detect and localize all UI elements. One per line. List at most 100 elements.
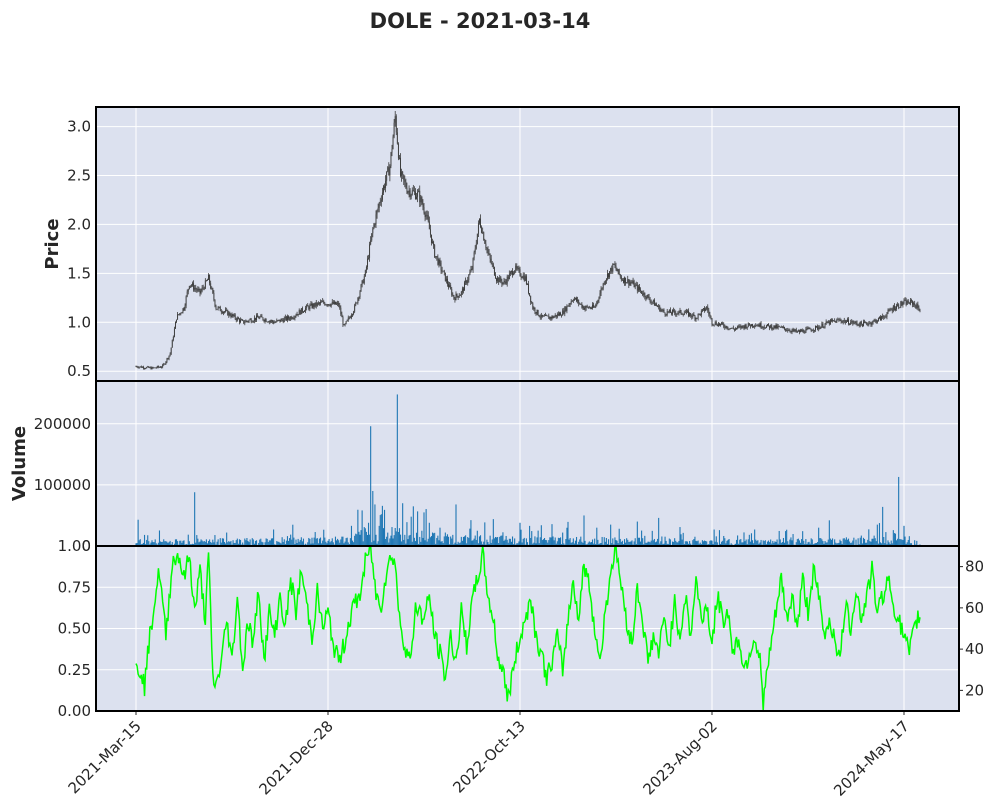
volume-bar xyxy=(541,540,543,546)
candle-body xyxy=(519,269,521,276)
candle-body xyxy=(253,317,255,322)
volume-bar xyxy=(696,541,698,546)
candle-body xyxy=(623,280,624,283)
volume-bar xyxy=(443,536,445,546)
candle-body xyxy=(901,301,903,305)
candle-body xyxy=(364,270,366,277)
candle-body xyxy=(191,285,192,287)
volume-bar xyxy=(311,537,313,546)
volume-bar xyxy=(636,521,638,546)
volume-bar xyxy=(716,542,718,546)
candle-body xyxy=(441,270,443,272)
volume-bar xyxy=(518,541,520,546)
volume-bar xyxy=(442,543,444,546)
volume-bars xyxy=(135,394,921,546)
candle-body xyxy=(338,302,340,306)
candle-body xyxy=(811,330,813,332)
candle-body xyxy=(195,288,197,290)
candle-body xyxy=(740,326,742,328)
candle-body xyxy=(714,322,716,325)
volume-bar xyxy=(363,527,365,546)
candle-body xyxy=(653,300,655,306)
volume-bar xyxy=(573,543,575,546)
volume-bar xyxy=(535,543,537,546)
volume-bar xyxy=(908,536,910,546)
volume-bar xyxy=(417,511,419,546)
candle-body xyxy=(565,307,567,311)
candle-body xyxy=(470,268,472,273)
candle-body xyxy=(496,278,497,282)
candle-body xyxy=(355,302,357,306)
candle-body xyxy=(736,328,737,329)
candle-body xyxy=(820,326,822,329)
candle-body xyxy=(905,299,907,305)
candle-body xyxy=(883,316,885,318)
volume-bar xyxy=(418,543,420,546)
volume-bar xyxy=(701,540,703,546)
candle-body xyxy=(737,326,739,329)
volume-bar xyxy=(739,539,741,546)
candle-body xyxy=(720,323,721,326)
volume-bar xyxy=(362,541,364,546)
volume-bar xyxy=(405,543,407,546)
candle-body xyxy=(765,325,767,328)
volume-bar xyxy=(547,542,549,546)
volume-bar xyxy=(803,540,805,546)
candle-body xyxy=(473,252,475,259)
volume-bar xyxy=(369,534,371,546)
candle-body xyxy=(899,307,901,309)
candle-body xyxy=(161,367,163,368)
volume-bar xyxy=(270,538,273,546)
volume-bar xyxy=(884,543,886,546)
volume-bar xyxy=(364,528,366,546)
candle-body xyxy=(265,319,267,322)
candle-body xyxy=(428,221,430,230)
volume-bar xyxy=(910,543,913,546)
candle-body xyxy=(674,310,676,313)
candle-body xyxy=(323,301,325,304)
candle-body xyxy=(399,157,400,159)
candle-body xyxy=(385,180,387,188)
volume-bar xyxy=(878,523,881,546)
candle-body xyxy=(151,367,153,370)
candle-body xyxy=(839,319,841,321)
candle-body xyxy=(284,316,286,319)
candle-body xyxy=(383,186,384,193)
candle-body xyxy=(458,295,460,298)
candle-body xyxy=(635,284,637,286)
volume-bar xyxy=(225,543,227,546)
candle-body xyxy=(332,301,334,305)
candle-body xyxy=(689,313,691,316)
candle-body xyxy=(207,279,208,281)
candle-body xyxy=(474,248,476,253)
candle-body xyxy=(156,366,158,368)
volume-bar xyxy=(520,529,522,546)
candle-body xyxy=(491,263,493,265)
candle-body xyxy=(358,297,360,298)
candle-body xyxy=(882,316,884,318)
volume-bar xyxy=(375,534,377,546)
candle-body xyxy=(294,316,296,319)
candle-body xyxy=(215,305,217,310)
volume-bar xyxy=(572,538,574,546)
candle-body xyxy=(570,301,572,304)
volume-bar xyxy=(709,540,711,546)
volume-bar xyxy=(171,542,173,546)
candle-body xyxy=(617,269,619,272)
candle-body xyxy=(845,321,847,323)
volume-bar xyxy=(406,522,408,546)
candle-body xyxy=(817,326,819,330)
volume-bar xyxy=(865,542,867,546)
candle-body xyxy=(861,324,863,327)
candle-body xyxy=(855,321,857,323)
candle-body xyxy=(147,366,149,368)
volume-bar xyxy=(747,539,749,546)
candle-body xyxy=(874,319,876,321)
volume-bar xyxy=(628,541,630,546)
volume-bar xyxy=(850,543,852,546)
candle-body xyxy=(580,303,582,305)
candle-body xyxy=(614,264,616,266)
volume-bar xyxy=(697,540,699,546)
volume-bar xyxy=(830,539,833,546)
volume-bar xyxy=(597,539,599,546)
